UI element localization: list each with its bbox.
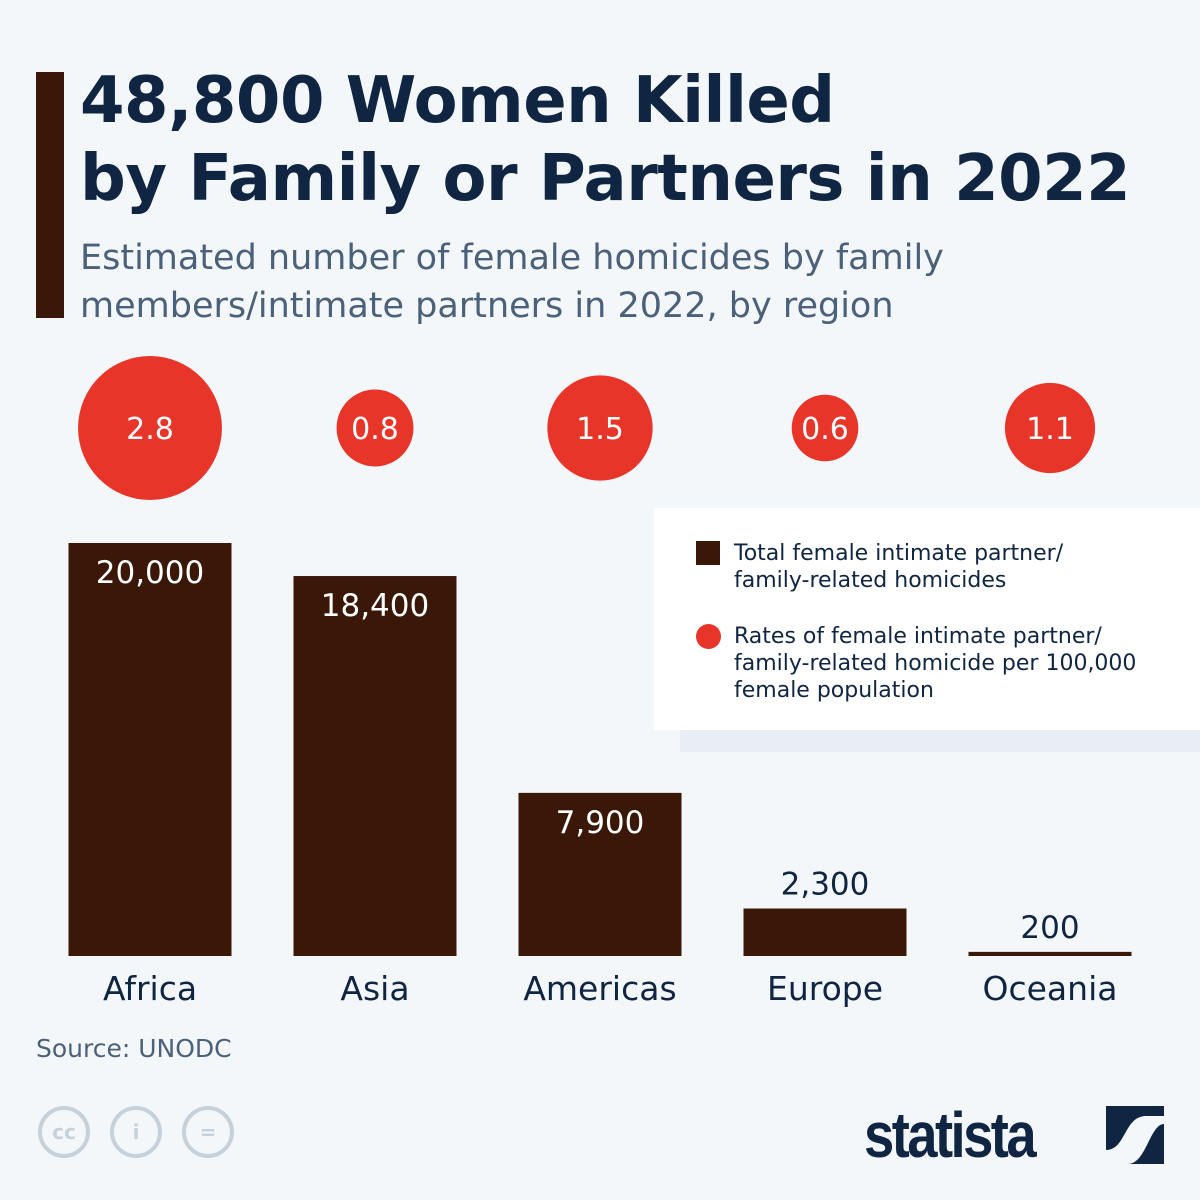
title-line-1: 48,800 Women Killed xyxy=(80,64,835,138)
page-title: 48,800 Women Killed by Family or Partner… xyxy=(80,62,1131,218)
title-accent-bar xyxy=(36,72,64,318)
category-label: Americas xyxy=(523,969,676,1008)
bar-value-label: 20,000 xyxy=(96,555,204,591)
rate-label: 0.8 xyxy=(351,412,399,447)
bar-value-label: 200 xyxy=(1020,910,1079,946)
bar-americas xyxy=(518,792,682,956)
legend-circle-icon xyxy=(696,624,721,649)
title-line-2: by Family or Partners in 2022 xyxy=(80,142,1131,216)
bar-asia xyxy=(293,576,457,956)
rate-circle-americas xyxy=(547,375,653,481)
category-label: Europe xyxy=(767,969,883,1008)
bar-europe xyxy=(743,908,907,956)
category-label: Africa xyxy=(103,969,197,1008)
legend-square-icon xyxy=(696,541,720,565)
bar-africa xyxy=(68,543,232,956)
legend-bars-label: Total female intimate partner/ family-re… xyxy=(734,541,1064,593)
statista-logo[interactable]: statista xyxy=(864,1099,1037,1171)
rate-circle-oceania xyxy=(1004,382,1096,474)
legend: Total female intimate partner/ family-re… xyxy=(654,508,1200,730)
rate-label: 1.1 xyxy=(1026,412,1074,447)
cc-icon[interactable]: cc xyxy=(38,1106,90,1158)
rate-circle-europe xyxy=(791,394,859,462)
attribution-icon[interactable]: i xyxy=(110,1106,162,1158)
rate-label: 0.6 xyxy=(801,412,849,447)
statista-logo-icon xyxy=(1106,1106,1164,1164)
subtitle: Estimated number of female homicides by … xyxy=(80,238,944,326)
rate-circle-africa xyxy=(78,356,222,500)
source: Source: UNODC xyxy=(36,1034,232,1063)
category-label: Asia xyxy=(340,969,409,1008)
rate-circle-asia xyxy=(336,389,414,467)
bar-value-label: 2,300 xyxy=(781,867,870,903)
rate-label: 1.5 xyxy=(576,412,624,447)
no-derivatives-icon[interactable]: = xyxy=(182,1106,234,1158)
bar-oceania xyxy=(968,951,1132,956)
legend-circles-label: Rates of female intimate partner/ family… xyxy=(734,624,1137,703)
bar-value-label: 18,400 xyxy=(321,588,429,624)
bar-value-label: 7,900 xyxy=(556,805,645,841)
category-label: Oceania xyxy=(983,969,1118,1008)
rate-label: 2.8 xyxy=(126,412,174,447)
